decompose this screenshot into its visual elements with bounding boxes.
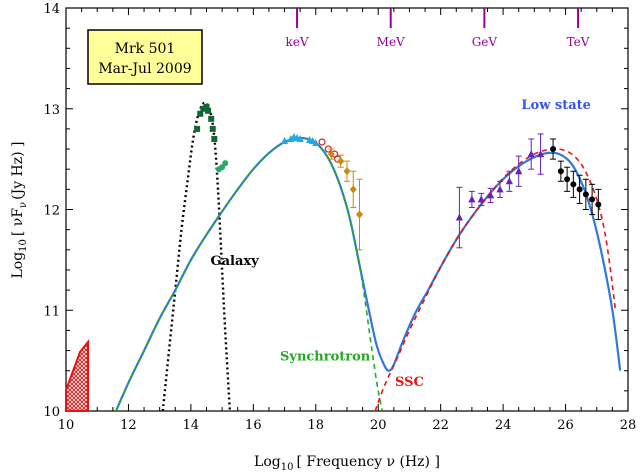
x-axis-title: Log10[ Frequency ν (Hz) ] — [254, 454, 440, 473]
legend-box-rect — [87, 29, 203, 85]
hard-xray-point — [318, 138, 326, 146]
bat-point — [349, 185, 357, 194]
fermi-point — [505, 177, 513, 185]
annotation-synchrotron: Synchrotron — [280, 350, 371, 365]
curve-synchrotron — [115, 137, 384, 411]
y-axis-title-sub: 10 — [18, 239, 29, 252]
tev-point — [550, 146, 557, 153]
y-axis-title-sub2: ν — [18, 202, 29, 208]
x-tick-label: 10 — [58, 418, 75, 433]
fermi-point — [455, 213, 463, 221]
x-tick-label: 16 — [245, 418, 262, 433]
legend-line2: Mar-Jul 2009 — [98, 61, 191, 77]
fermi-point — [487, 191, 495, 199]
y-tick-label: 12 — [43, 204, 60, 219]
uv-point — [219, 164, 226, 171]
fermi-point — [536, 150, 545, 158]
legend-line1: Mrk 501 — [115, 41, 176, 57]
fermi-point — [527, 150, 535, 158]
tev-point — [595, 201, 602, 208]
model-curves — [114, 101, 622, 411]
x-tick-label: 14 — [183, 418, 200, 433]
curve-total — [114, 136, 622, 411]
band-label-tev: TeV — [567, 35, 590, 49]
y-axis-title-end: (Jy Hz) ] — [10, 141, 26, 199]
fermi-point — [496, 185, 504, 193]
xray-point — [287, 134, 295, 142]
x-axis-title-rest: [ Frequency ν (Hz) ] — [296, 454, 439, 470]
tev-point — [582, 191, 589, 198]
energy-band-markers: keV MeV GeV TeV — [286, 8, 590, 49]
band-label-mev: MeV — [377, 35, 405, 49]
axis-ticks: 10 12 14 16 18 20 22 24 26 28 10 11 12 13 14 — [43, 2, 636, 433]
x-tick-label: 22 — [432, 418, 449, 433]
optical-point — [197, 110, 204, 117]
fermi-point — [515, 167, 523, 175]
y-tick-label: 13 — [43, 103, 60, 118]
optical-point — [203, 103, 210, 110]
y-tick-label: 11 — [43, 304, 60, 319]
fermi-point — [468, 195, 476, 203]
bat-point — [343, 167, 351, 176]
x-tick-label: 26 — [557, 418, 574, 433]
x-tick-label: 18 — [308, 418, 325, 433]
annotation-galaxy: Galaxy — [210, 254, 259, 269]
legend-box: Mrk 501 Mar-Jul 2009 — [87, 29, 203, 85]
optical-point — [200, 105, 207, 112]
tev-point — [589, 196, 596, 203]
optical-point — [209, 125, 216, 132]
xray-point — [312, 139, 320, 147]
annotation-ssc: SSC — [395, 375, 424, 390]
xray-point — [296, 134, 304, 142]
optical-point — [194, 125, 201, 132]
optical-point — [205, 107, 212, 114]
band-label-kev: keV — [286, 35, 309, 49]
x-axis-title-sub: 10 — [281, 462, 294, 473]
x-axis-title-prefix: Log — [254, 454, 281, 470]
radio-hatched-region — [65, 339, 89, 412]
xray-point — [280, 136, 289, 144]
tev-point — [557, 168, 564, 175]
bat-point — [327, 150, 335, 159]
uv-point — [222, 160, 229, 167]
optical-point — [211, 135, 218, 142]
x-tick-label: 24 — [495, 418, 512, 433]
annotation-low-state: Low state — [521, 98, 591, 113]
x-tick-label: 20 — [370, 418, 387, 433]
y-tick-label: 14 — [43, 2, 60, 17]
y-axis-title-prefix: Log — [10, 252, 26, 279]
fermi-point — [477, 195, 485, 203]
x-tick-label: 28 — [620, 418, 637, 433]
tev-point — [570, 181, 577, 188]
bat-point — [337, 157, 345, 166]
tev-point — [564, 176, 571, 183]
tev-point — [576, 186, 583, 193]
y-tick-label: 10 — [43, 405, 60, 420]
x-tick-label: 12 — [120, 418, 137, 433]
optical-point — [208, 115, 215, 122]
y-axis-title: Log10 [ νFν (Jy Hz) ] — [10, 141, 29, 278]
annotations: Galaxy Synchrotron SSC Low state — [210, 98, 590, 390]
data-points — [194, 103, 602, 251]
band-label-gev: GeV — [472, 35, 498, 49]
y-axis-title-rest: [ νF — [10, 208, 26, 236]
bat-point — [355, 210, 363, 219]
